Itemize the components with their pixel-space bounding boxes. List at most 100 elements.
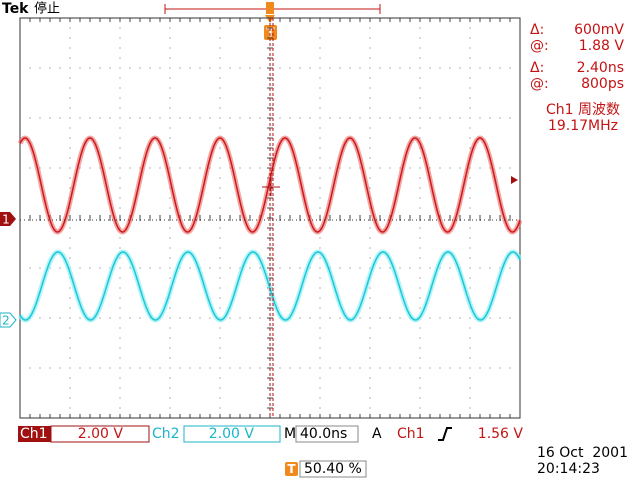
- grid-dot: [219, 77, 221, 79]
- grid-dot: [399, 267, 401, 269]
- grid-dot: [369, 97, 371, 99]
- timebase-box: [295, 425, 359, 443]
- grid-dot: [449, 317, 451, 319]
- grid-dot: [339, 267, 341, 269]
- grid-dot: [419, 397, 421, 399]
- grid-dot: [119, 27, 121, 29]
- grid-dot: [319, 67, 321, 69]
- grid-dot: [369, 247, 371, 249]
- grid-dot: [419, 117, 421, 119]
- grid-dot: [129, 67, 131, 69]
- grid-dot: [319, 327, 321, 329]
- grid-dot: [259, 267, 261, 269]
- grid-dot: [119, 367, 121, 369]
- grid-dot: [469, 277, 471, 279]
- grid-dot: [219, 177, 221, 179]
- grid-dot: [49, 367, 51, 369]
- grid-dot: [99, 117, 101, 119]
- trigger-level: 1.56 V: [478, 426, 524, 442]
- grid-dot: [419, 347, 421, 349]
- grid-dot: [79, 117, 81, 119]
- grid-dot: [469, 97, 471, 99]
- grid-dot: [489, 367, 491, 369]
- grid-dot: [469, 227, 471, 229]
- grid-dot: [389, 67, 391, 69]
- cursor-symbol: Δ:: [530, 22, 544, 38]
- grid-dot: [169, 277, 171, 279]
- grid-dot: [319, 37, 321, 39]
- grid-dot: [419, 297, 421, 299]
- grid-dot: [429, 67, 431, 69]
- trigger-label: A: [372, 426, 382, 442]
- grid-dot: [219, 367, 221, 369]
- grid-dot: [399, 317, 401, 319]
- grid-dot: [219, 147, 221, 149]
- grid-dot: [419, 27, 421, 29]
- grid-dot: [219, 67, 221, 69]
- grid-dot: [369, 397, 371, 399]
- grid-dot: [29, 367, 31, 369]
- grid-dot: [29, 117, 31, 119]
- grid-dot: [189, 167, 191, 169]
- grid-dot: [169, 197, 171, 199]
- grid-dot: [49, 317, 51, 319]
- grid-dot: [299, 117, 301, 119]
- grid-dot: [219, 87, 221, 89]
- grid-dot: [319, 267, 321, 269]
- grid-dot: [369, 327, 371, 329]
- grid-dot: [319, 237, 321, 239]
- grid-dot: [369, 237, 371, 239]
- grid-dot: [239, 367, 241, 369]
- grid-dot: [219, 387, 221, 389]
- grid-dot: [69, 37, 71, 39]
- grid-dot: [289, 117, 291, 119]
- ch1-scale-box: [50, 425, 150, 443]
- grid-dot: [419, 337, 421, 339]
- grid-dot: [69, 177, 71, 179]
- grid-dot: [279, 367, 281, 369]
- grid-dot: [219, 247, 221, 249]
- grid-dot: [39, 117, 41, 119]
- grid-dot: [319, 187, 321, 189]
- position-marker: T: [287, 462, 296, 476]
- grid-dot: [169, 307, 171, 309]
- grid-dot: [419, 77, 421, 79]
- grid-dot: [319, 357, 321, 359]
- grid-dot: [359, 317, 361, 319]
- grid-dot: [429, 367, 431, 369]
- grid-dot: [119, 337, 121, 339]
- grid-dot: [219, 397, 221, 399]
- grid-dot: [209, 267, 211, 269]
- grid-dot: [169, 117, 171, 119]
- position-marker-box: [285, 462, 298, 476]
- cursor-symbol: Δ:: [530, 60, 544, 76]
- grid-dot: [99, 317, 101, 319]
- grid-dot: [69, 337, 71, 339]
- ch2-scale: 2.00 V: [209, 426, 255, 442]
- grid-dot: [219, 267, 221, 269]
- grid-dot: [219, 97, 221, 99]
- grid-dot: [399, 67, 401, 69]
- grid-dot: [219, 37, 221, 39]
- grid-dot: [449, 367, 451, 369]
- grid-dot: [209, 117, 211, 119]
- grid-dot: [419, 167, 421, 169]
- grid-dot: [419, 377, 421, 379]
- grid-dot: [69, 397, 71, 399]
- grid-dot: [69, 247, 71, 249]
- grid-dot: [219, 297, 221, 299]
- grid-dot: [469, 207, 471, 209]
- grid-dot: [69, 187, 71, 189]
- grid-dot: [169, 137, 171, 139]
- grid-dot: [39, 167, 41, 169]
- grid-dot: [369, 107, 371, 109]
- grid-dot: [179, 167, 181, 169]
- grid-dot: [459, 117, 461, 119]
- grid-dot: [429, 167, 431, 169]
- grid-dot: [389, 117, 391, 119]
- grid-dot: [29, 167, 31, 169]
- grid-dot: [219, 307, 221, 309]
- grid-dot: [119, 67, 121, 69]
- grid-dot: [169, 77, 171, 79]
